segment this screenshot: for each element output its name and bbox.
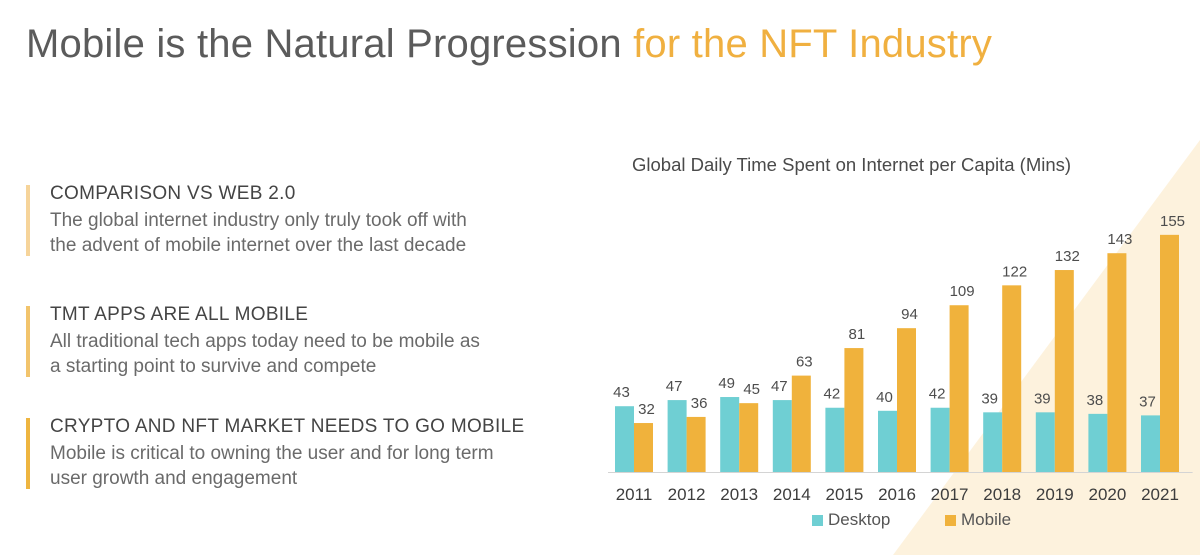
- bar-desktop-2018: [983, 412, 1003, 472]
- point-body: All traditional tech apps today need to …: [50, 329, 590, 379]
- bar-desktop-2014: [772, 400, 792, 472]
- point-accent-bar: [26, 306, 30, 377]
- bar-mobile-2019: [1054, 270, 1074, 472]
- bar-desktop-2017: [930, 407, 950, 472]
- point-heading: TMT APPS ARE ALL MOBILE: [50, 304, 309, 325]
- point-accent-bar: [26, 418, 30, 489]
- bar-mobile-2016: [897, 328, 916, 472]
- point-tmt-apps: TMT APPS ARE ALL MOBILE All traditional …: [26, 304, 590, 379]
- x-tick-label-2014: 2014: [773, 485, 811, 504]
- point-accent-bar: [26, 185, 30, 256]
- bar-mobile-2017: [949, 305, 969, 472]
- chart-title: Global Daily Time Spent on Internet per …: [632, 154, 1072, 175]
- data-label-desktop-2013: 49: [718, 375, 735, 392]
- bar-mobile-2018: [1002, 285, 1022, 472]
- point-body: Mobile is critical to owning the user an…: [50, 441, 590, 491]
- data-label-mobile-2012: 36: [691, 395, 708, 412]
- data-label-mobile-2014: 63: [796, 354, 813, 371]
- bar-mobile-2013: [739, 403, 759, 472]
- data-label-mobile-2017: 109: [950, 283, 975, 300]
- point-body-line: user growth and engagement: [50, 468, 298, 489]
- point-body-line: a starting point to survive and compete: [50, 356, 377, 377]
- x-tick-label-2020: 2020: [1088, 485, 1126, 504]
- data-label-mobile-2021: 155: [1160, 213, 1185, 230]
- x-tick-label-2013: 2013: [720, 485, 758, 504]
- bar-desktop-2020: [1088, 413, 1108, 472]
- data-label-desktop-2020: 38: [1087, 392, 1104, 409]
- point-body: The global internet industry only truly …: [50, 208, 590, 258]
- x-tick-label-2019: 2019: [1036, 485, 1074, 504]
- point-crypto-nft: CRYPTO AND NFT MARKET NEEDS TO GO MOBILE…: [26, 416, 590, 491]
- bar-desktop-2011: [615, 406, 634, 472]
- bar-desktop-2021: [1141, 415, 1160, 472]
- point-heading: COMPARISON VS WEB 2.0: [50, 183, 296, 204]
- point-body-line: Mobile is critical to owning the user an…: [50, 443, 494, 464]
- x-tick-label-2012: 2012: [668, 485, 706, 504]
- data-label-mobile-2013: 45: [743, 381, 760, 398]
- data-label-mobile-2020: 143: [1107, 231, 1132, 248]
- bar-mobile-2020: [1107, 253, 1127, 472]
- data-label-desktop-2015: 42: [824, 386, 841, 403]
- data-label-desktop-2012: 47: [666, 378, 683, 395]
- x-tick-label-2016: 2016: [878, 485, 916, 504]
- legend-swatch-mobile: [945, 514, 956, 526]
- bar-desktop-2013: [720, 397, 740, 472]
- data-label-desktop-2016: 40: [876, 389, 893, 406]
- legend-label-desktop: Desktop: [828, 510, 891, 529]
- point-body-line: the advent of mobile internet over the l…: [50, 235, 467, 256]
- point-comparison: COMPARISON VS WEB 2.0 The global interne…: [26, 183, 590, 258]
- x-tick-label-2015: 2015: [825, 485, 863, 504]
- data-label-mobile-2015: 81: [849, 326, 866, 343]
- legend-label-mobile: Mobile: [961, 510, 1012, 529]
- point-body-line: The global internet industry only truly …: [50, 210, 467, 231]
- data-label-mobile-2019: 132: [1055, 248, 1080, 265]
- point-body-line: All traditional tech apps today need to …: [50, 331, 480, 352]
- data-label-desktop-2011: 43: [613, 384, 630, 401]
- bar-mobile-2014: [791, 375, 811, 472]
- legend-swatch-desktop: [812, 514, 823, 526]
- legend-item-desktop: Desktop: [812, 510, 890, 530]
- legend-item-mobile: Mobile: [945, 510, 1011, 530]
- bar-desktop-2019: [1035, 412, 1055, 472]
- title-part-main: Mobile is the Natural Progression: [26, 22, 622, 66]
- bar-desktop-2012: [667, 400, 687, 472]
- x-tick-label-2018: 2018: [983, 485, 1021, 504]
- bar-mobile-2015: [844, 348, 864, 472]
- bar-desktop-2015: [825, 407, 845, 472]
- bar-mobile-2011: [634, 423, 653, 472]
- bar-desktop-2016: [878, 410, 897, 472]
- point-heading: CRYPTO AND NFT MARKET NEEDS TO GO MOBILE: [50, 416, 525, 437]
- data-label-mobile-2016: 94: [901, 306, 918, 323]
- data-label-desktop-2019: 39: [1034, 390, 1051, 407]
- page-title: Mobile is the Natural Progression for th…: [26, 22, 992, 67]
- bar-mobile-2012: [686, 416, 706, 472]
- x-tick-label-2017: 2017: [931, 485, 969, 504]
- data-label-desktop-2021: 37: [1139, 393, 1156, 410]
- data-label-mobile-2011: 32: [638, 401, 655, 418]
- bar-mobile-2021: [1160, 234, 1179, 472]
- x-tick-label-2011: 2011: [616, 485, 653, 504]
- data-label-mobile-2018: 122: [1002, 263, 1027, 280]
- data-label-desktop-2018: 39: [981, 390, 998, 407]
- x-tick-label-2021: 2021: [1141, 485, 1179, 504]
- data-label-desktop-2017: 42: [929, 386, 946, 403]
- title-part-highlight: for the NFT Industry: [633, 22, 993, 66]
- data-label-desktop-2014: 47: [771, 378, 788, 395]
